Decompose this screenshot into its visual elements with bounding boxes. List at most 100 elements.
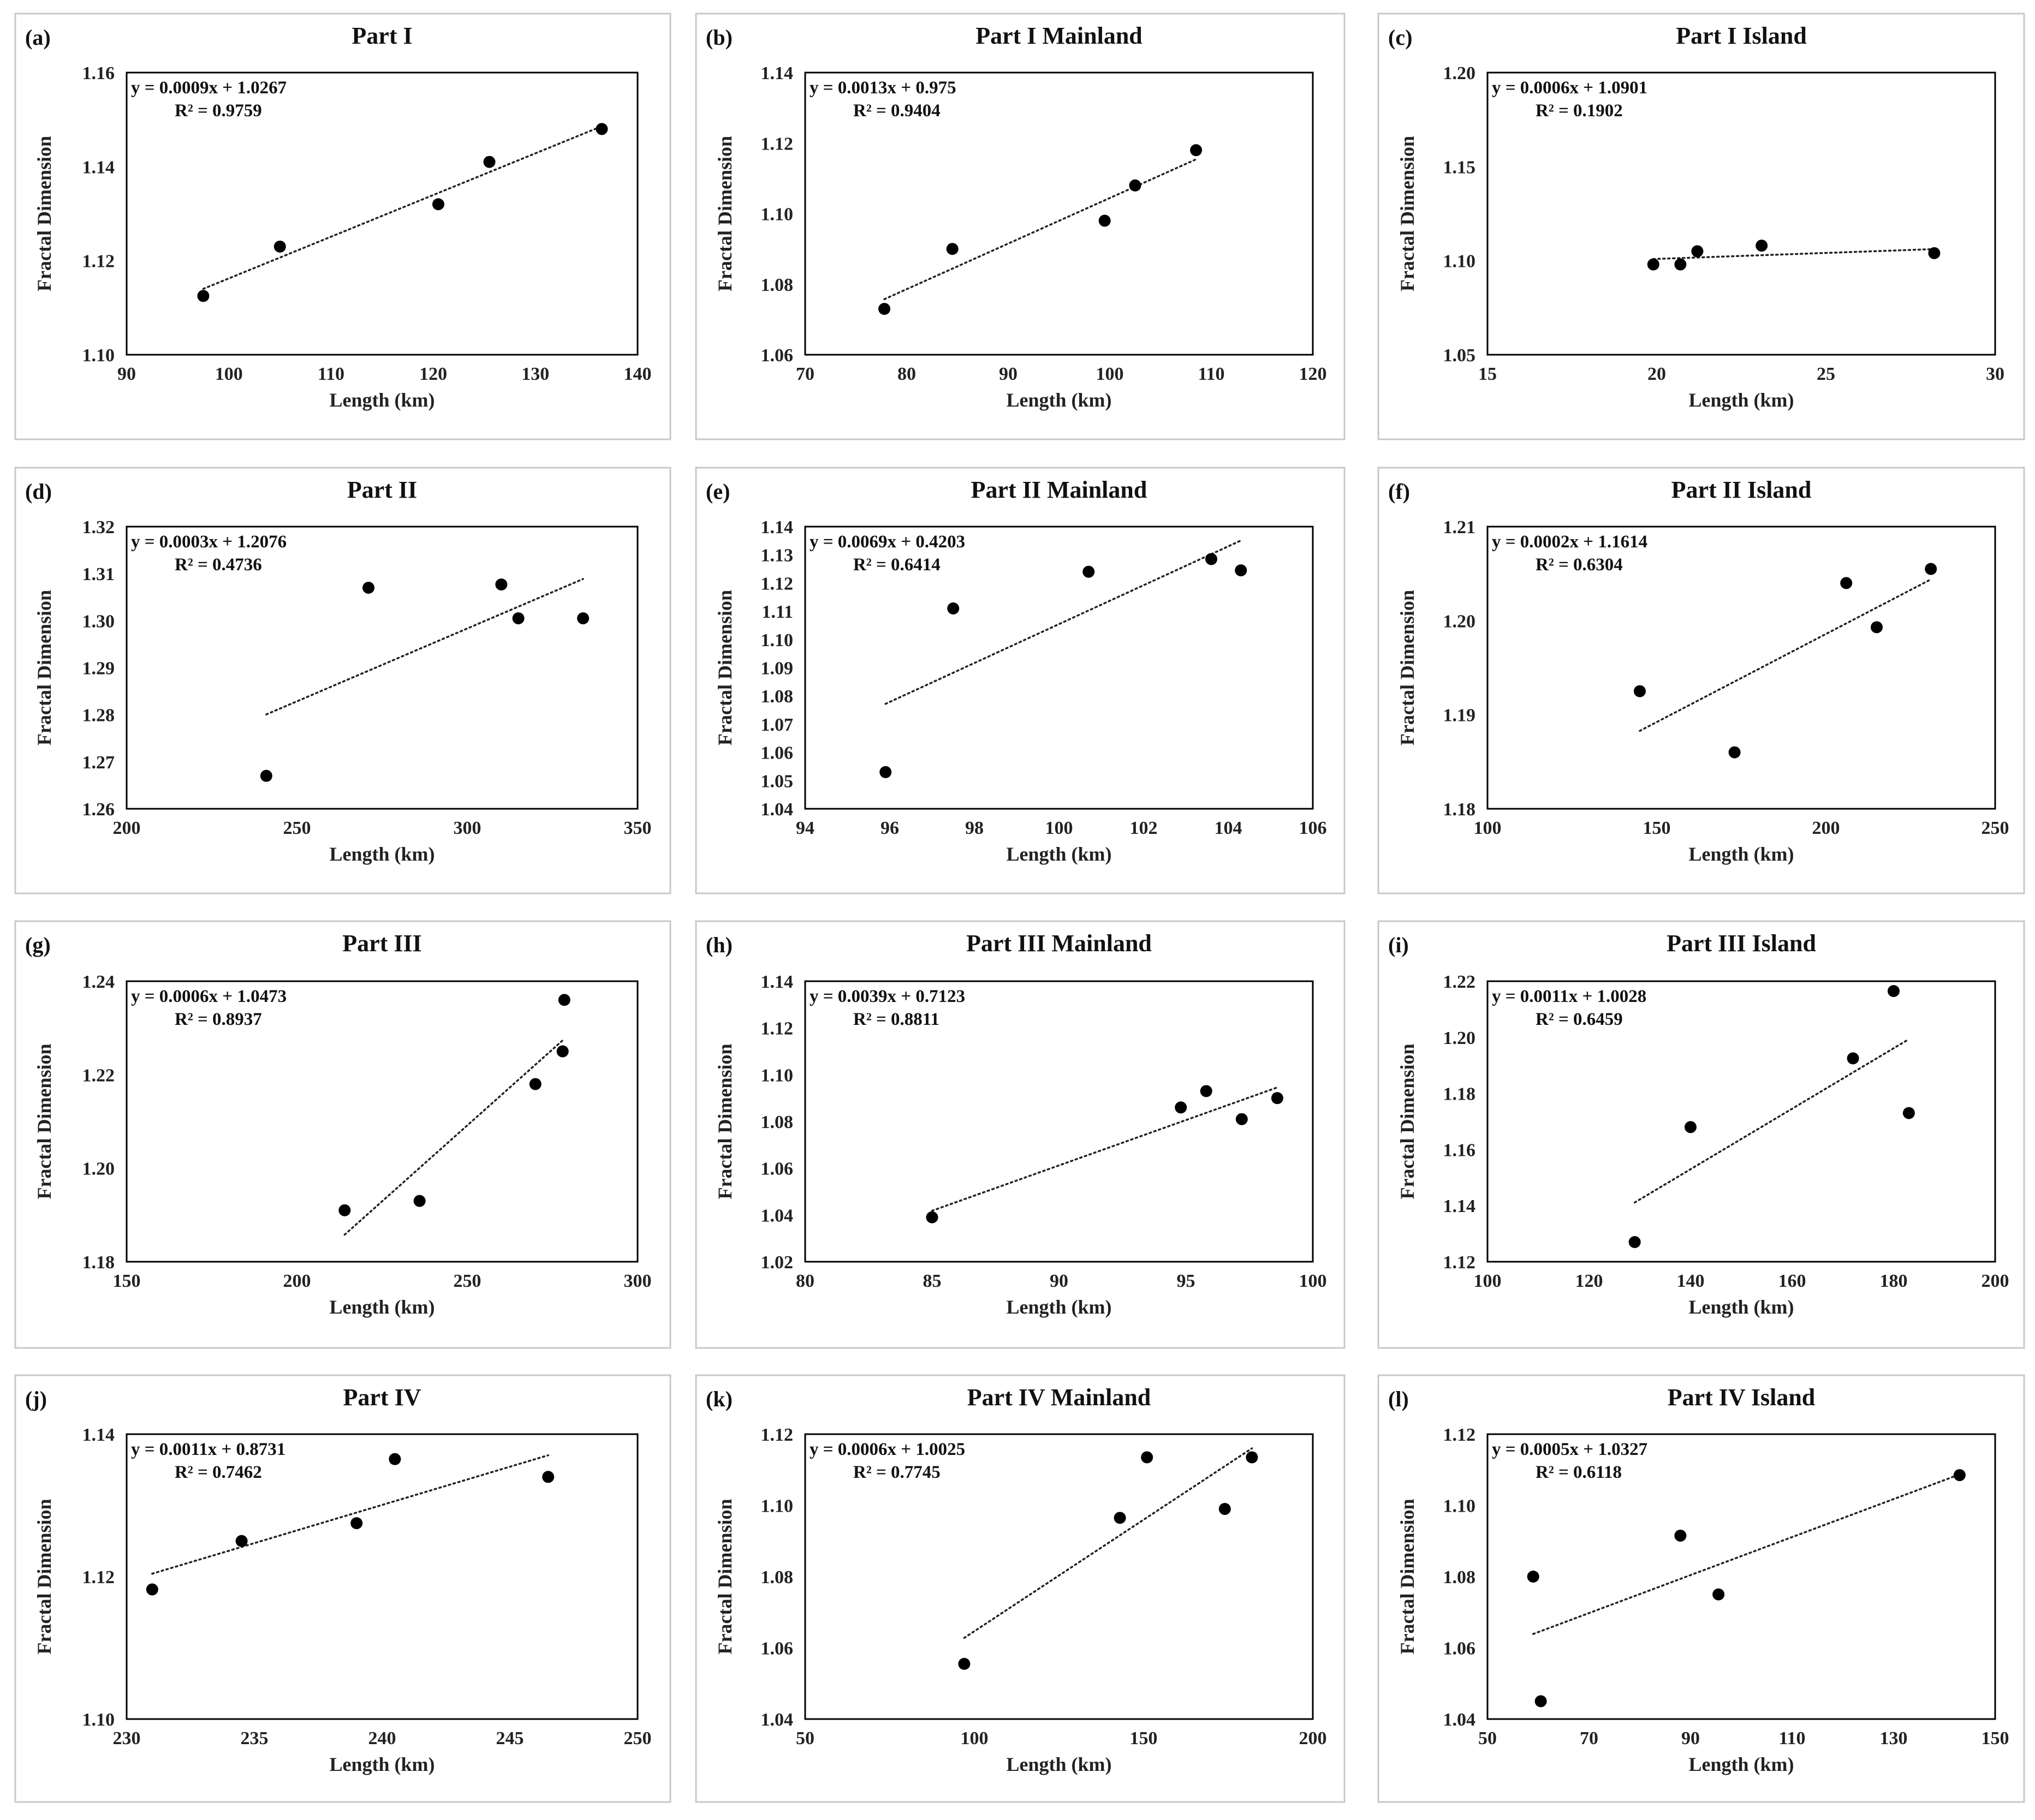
x-tick-label: 100 [1474,1271,1502,1291]
r-squared: R² = 0.8937 [175,1010,262,1029]
data-point [1628,1236,1641,1249]
y-axis-title: Fractal Dimension [714,590,736,745]
trend-equation: y = 0.0005x + 1.0327 [1492,1440,1647,1459]
data-point [1647,258,1659,271]
x-tick-label: 90 [1050,1271,1068,1291]
y-axis-title: Fractal Dimension [33,1499,55,1655]
y-tick-label: 1.20 [1443,63,1476,83]
chart-title: Part II Island [1671,476,1812,503]
x-tick-label: 90 [1681,1728,1700,1749]
y-tick-label: 1.12 [1443,1252,1476,1273]
y-tick-label: 1.14 [761,972,794,992]
trend-equation: y = 0.0002x + 1.1614 [1492,532,1647,552]
y-axis-title: Fractal Dimension [714,136,736,291]
x-axis-title: Length (km) [1688,843,1794,865]
x-tick-label: 150 [1982,1728,2009,1749]
r-squared: R² = 0.8811 [853,1010,939,1029]
data-point [1098,214,1111,227]
y-tick-label: 1.22 [1443,972,1476,992]
data-point [260,769,272,782]
y-tick-label: 1.09 [761,659,794,679]
y-tick-label: 1.06 [761,1639,794,1659]
y-tick-label: 1.30 [82,611,115,631]
y-axis-title: Fractal Dimension [33,590,55,745]
x-tick-label: 120 [1299,364,1327,384]
x-tick-label: 70 [1580,1728,1598,1749]
r-squared: R² = 0.6459 [1536,1010,1623,1029]
x-tick-label: 150 [1130,1728,1158,1749]
y-axis-title: Fractal Dimension [714,1499,736,1655]
data-point [483,156,496,168]
y-tick-label: 1.08 [1443,1567,1476,1588]
x-tick-label: 100 [1474,818,1502,838]
x-tick-label: 90 [117,364,136,384]
y-tick-label: 1.32 [82,517,115,538]
panel-border [14,1374,671,1803]
x-tick-label: 180 [1880,1271,1908,1291]
data-point [1674,1529,1687,1542]
x-axis-title: Length (km) [1688,1296,1794,1318]
x-tick-label: 96 [880,818,899,838]
panel-border [14,467,671,894]
x-tick-label: 25 [1817,364,1835,384]
x-tick-label: 100 [1045,818,1073,838]
x-tick-label: 230 [113,1728,141,1749]
y-tick-label: 1.12 [761,574,794,594]
x-tick-label: 200 [1812,818,1840,838]
data-point [389,1453,401,1465]
data-point [362,582,375,594]
panel-border [1377,467,2025,894]
y-tick-label: 1.10 [761,205,794,225]
y-tick-label: 1.04 [761,799,794,820]
y-tick-label: 1.06 [761,743,794,763]
x-tick-label: 200 [1982,1271,2009,1291]
x-tick-label: 50 [796,1728,814,1749]
y-tick-label: 1.08 [761,1112,794,1132]
trend-equation: y = 0.0069x + 0.4203 [810,532,965,552]
data-point [558,994,570,1006]
trend-equation: y = 0.0006x + 1.0901 [1492,78,1647,98]
data-point [1235,564,1247,577]
y-axis-title: Fractal Dimension [1396,1499,1418,1655]
x-axis-title: Length (km) [329,389,435,411]
y-tick-label: 1.18 [1443,1084,1476,1105]
y-tick-label: 1.04 [1443,1710,1476,1730]
data-point [1728,746,1741,759]
trendline [931,1086,1278,1212]
y-tick-label: 1.21 [1443,517,1476,538]
panel-letter: (d) [25,479,52,504]
data-point [413,1195,426,1207]
plot-area [1486,1433,1996,1720]
x-tick-label: 250 [624,1728,652,1749]
plot-area [804,526,1314,810]
r-squared: R² = 0.7462 [175,1463,262,1482]
data-point [1271,1092,1283,1105]
chart-part-ii-mainland: (e) Part II Mainland 1.04 1.05 1.06 1.07 1.08 1… [695,467,1346,894]
data-point [596,123,608,135]
x-tick-label: 300 [454,818,481,838]
y-tick-label: 1.24 [82,972,115,992]
y-tick-label: 1.26 [82,799,115,820]
data-point [338,1204,351,1216]
trendline [884,539,1242,705]
data-point [1928,247,1941,259]
data-point [529,1078,542,1090]
y-tick-label: 1.12 [761,1019,794,1039]
x-tick-label: 130 [521,364,549,384]
x-tick-label: 250 [283,818,311,838]
panel-border [695,920,1346,1349]
trend-equation: y = 0.0003x + 1.2076 [131,532,287,552]
data-point [1082,565,1095,578]
plot-area [126,980,639,1263]
chart-part-iii-mainland: (h) Part III Mainland 1.02 1.04 1.06 1.08 1.10… [695,920,1346,1349]
y-tick-label: 1.20 [1443,1028,1476,1048]
y-axis-title: Fractal Dimension [1396,590,1418,745]
chart-title: Part III Island [1667,930,1816,957]
data-point [1129,179,1141,192]
y-tick-label: 1.02 [761,1252,794,1273]
data-point [958,1657,971,1670]
trend-equation: y = 0.0006x + 1.0473 [131,987,287,1006]
panel-letter: (i) [1388,933,1409,957]
x-tick-label: 150 [1643,818,1671,838]
y-tick-label: 1.10 [761,1065,794,1085]
